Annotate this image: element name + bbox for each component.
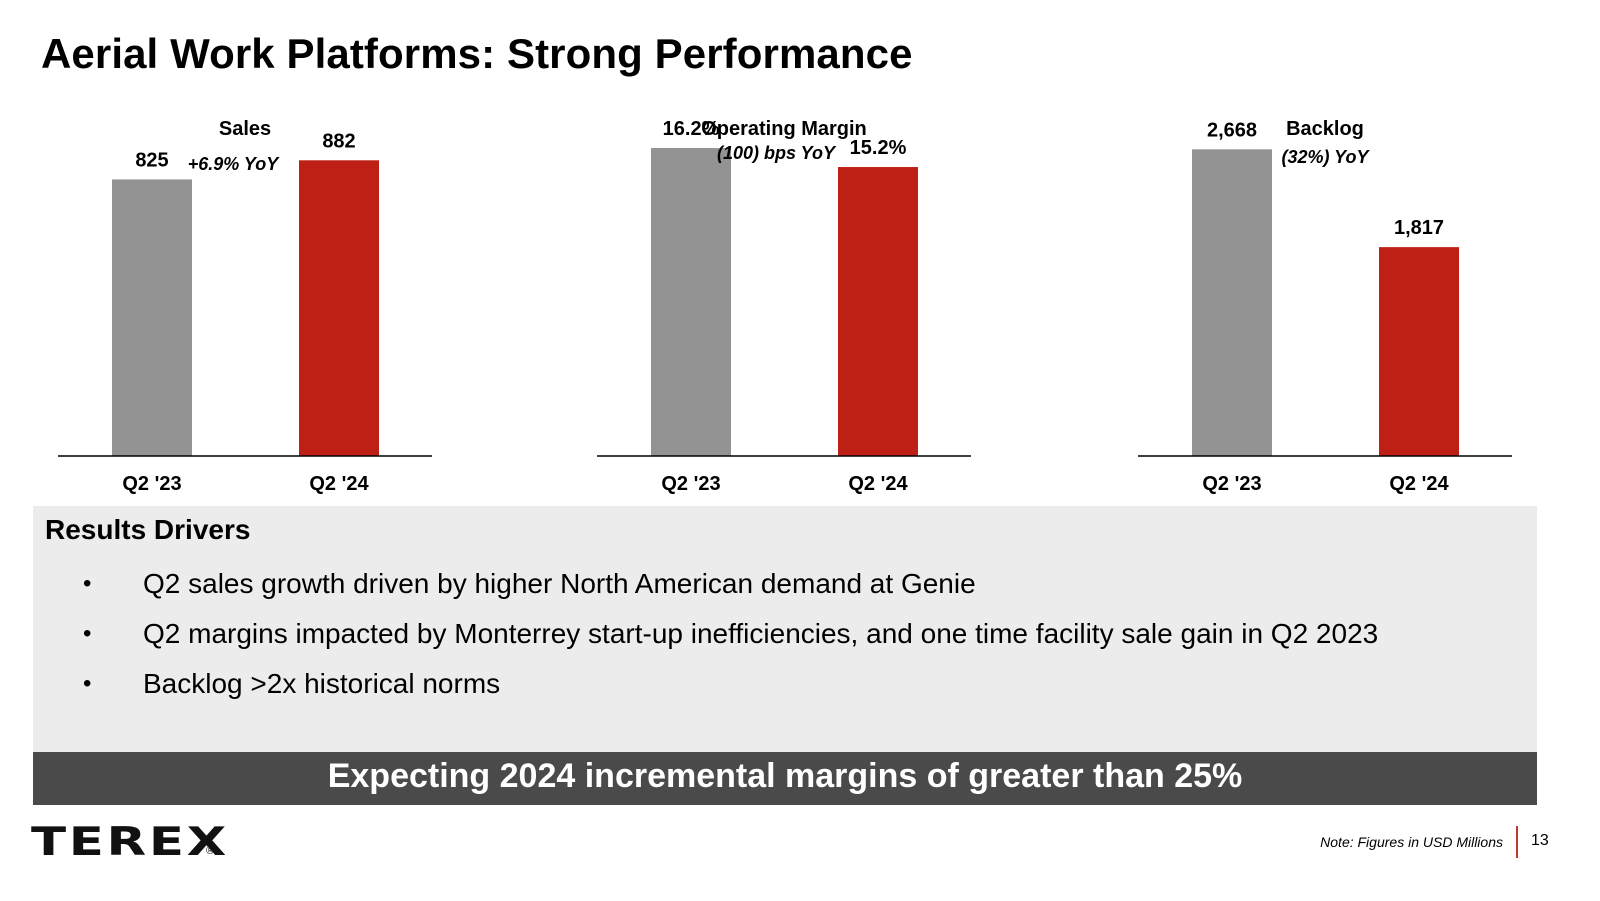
- registered-mark: ®: [206, 845, 215, 857]
- chart-plot-area: 825 Q2 '23 882 Q2 '24: [58, 130, 432, 495]
- bar-prior-year: [651, 148, 731, 456]
- page-number: 13: [1531, 832, 1549, 849]
- data-label: 825: [135, 149, 168, 171]
- bullet-icon: •: [83, 570, 92, 597]
- driver-text: Backlog >2x historical norms: [143, 668, 501, 699]
- operating-margin-chart: 16.2% Q2 '23 15.2% Q2 '24 Operating Margin …: [594, 110, 974, 505]
- outlook-banner: Expecting 2024 incremental margins of gr…: [33, 752, 1537, 805]
- driver-item: • Backlog >2x historical norms: [33, 664, 1378, 714]
- x-tick-label: Q2 '23: [1202, 473, 1261, 495]
- results-drivers-list: • Q2 sales growth driven by higher North…: [33, 564, 1378, 714]
- x-tick-label: Q2 '24: [1389, 473, 1449, 495]
- sales-chart-title: Sales: [218, 118, 272, 140]
- results-drivers-heading: Results Drivers: [45, 514, 251, 545]
- x-tick-label: Q2 '23: [122, 473, 181, 495]
- currency-footnote: Note: Figures in USD Millions: [1320, 834, 1503, 850]
- chart-plot-area: 2,668 Q2 '23 1,817 Q2 '24: [1138, 119, 1512, 495]
- data-label: 882: [322, 130, 355, 152]
- bar-prior-year: [1192, 149, 1272, 456]
- bar-current-year: [299, 160, 379, 456]
- backlog-yoy-note: (32%) YoY: [1281, 147, 1369, 167]
- slide-title: Aerial Work Platforms: Strong Performanc…: [41, 30, 913, 77]
- bar-prior-year: [112, 179, 192, 456]
- bar-current-year: [1379, 247, 1459, 456]
- bullet-icon: •: [83, 670, 92, 697]
- page-number-divider: [1516, 826, 1518, 858]
- bullet-icon: •: [83, 620, 92, 647]
- data-label: 2,668: [1207, 119, 1257, 141]
- operating-margin-yoy-note: (100) bps YoY: [716, 143, 836, 163]
- driver-text: Q2 sales growth driven by higher North A…: [143, 568, 976, 599]
- chart-plot-area: 16.2% Q2 '23 15.2% Q2 '24: [597, 118, 971, 495]
- x-tick-label: Q2 '23: [661, 473, 720, 495]
- terex-logo: TEREX: [31, 820, 230, 865]
- sales-chart: 825 Q2 '23 882 Q2 '24 Sales +6.9% YoY: [55, 110, 435, 505]
- backlog-chart: 2,668 Q2 '23 1,817 Q2 '24 Backlog (32%) YoY: [1135, 110, 1515, 505]
- sales-yoy-note: +6.9% YoY: [187, 154, 279, 174]
- driver-text: Q2 margins impacted by Monterrey start-u…: [143, 618, 1379, 649]
- driver-item: • Q2 sales growth driven by higher North…: [33, 564, 1378, 614]
- x-tick-label: Q2 '24: [848, 473, 908, 495]
- data-label: 15.2%: [850, 137, 907, 159]
- results-drivers-panel: Results Drivers • Q2 sales growth driven…: [33, 506, 1537, 752]
- bar-current-year: [838, 167, 918, 456]
- x-tick-label: Q2 '24: [309, 473, 369, 495]
- backlog-chart-title: Backlog: [1286, 118, 1364, 140]
- operating-margin-chart-title: Operating Margin: [701, 118, 867, 140]
- data-label: 16.2%: [663, 118, 720, 140]
- driver-item: • Q2 margins impacted by Monterrey start…: [33, 614, 1378, 664]
- data-label: 1,817: [1394, 217, 1444, 239]
